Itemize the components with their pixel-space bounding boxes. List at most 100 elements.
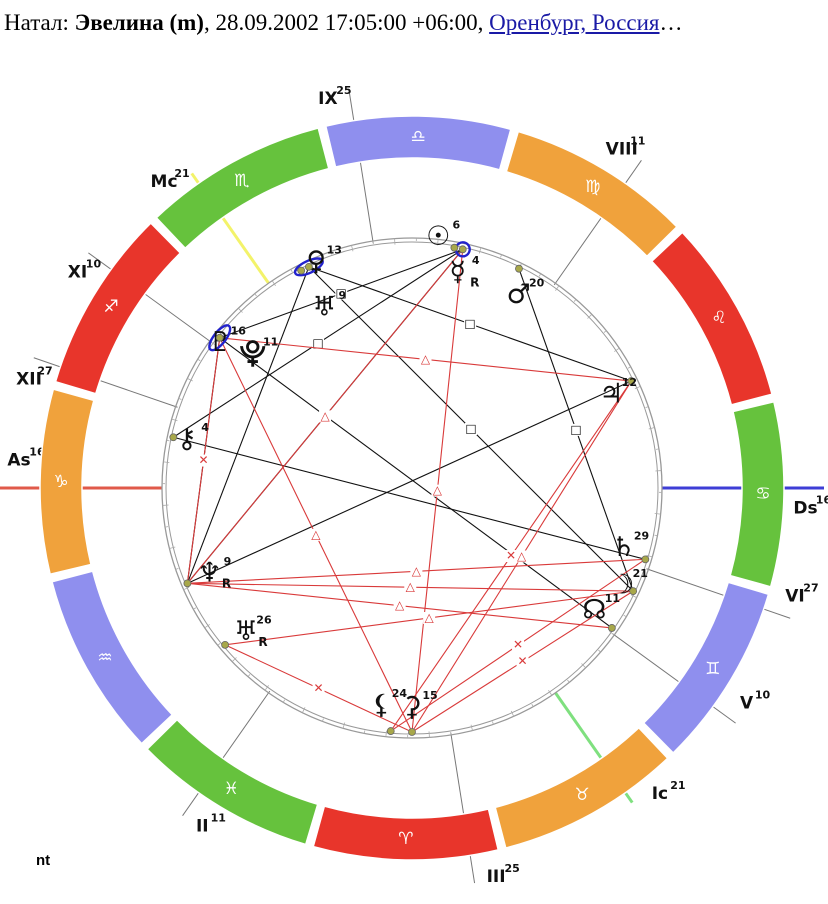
sign-segment-scorpio — [155, 127, 330, 250]
planet-dot-mars — [515, 264, 523, 273]
planet-dot-neptune-house — [304, 262, 313, 271]
aspect-glyph-bg — [431, 484, 444, 497]
degree-tick — [264, 685, 269, 691]
planet-glyph-venus: ♀ — [306, 246, 326, 277]
degree-tick — [363, 730, 366, 734]
house-cusp-II — [182, 690, 271, 816]
inner-circle-inner — [165, 241, 659, 735]
aspect-glyph-lilith-saturn: ✕ — [513, 638, 523, 652]
house-label-VIII: VIII — [606, 140, 638, 160]
planet-glyph-uranus: ♅ — [234, 616, 258, 647]
degree-tick — [623, 614, 627, 618]
degree-tick — [567, 679, 570, 683]
aspect-line-neptune-uranus-oval — [186, 266, 310, 584]
house-cusp-XII — [33, 357, 178, 408]
degree-tick — [642, 576, 646, 578]
degree-tick — [193, 607, 197, 610]
sign-segment-pisces — [146, 718, 319, 846]
aspect-glyph-bg — [515, 550, 528, 563]
planet-dot-jupiter — [627, 377, 636, 385]
degree-tick — [171, 418, 178, 422]
degree-tick — [197, 358, 201, 362]
sign-segment-aries — [312, 805, 500, 861]
degree-tick — [603, 330, 607, 333]
sign-segment-aquarius — [51, 570, 174, 745]
degree-tick — [581, 663, 586, 669]
aspect-glyph-bg — [419, 353, 432, 366]
planet-glyph-sun: ☉ — [426, 221, 450, 252]
aspect-glyph-uranus-ceres: ✕ — [314, 681, 324, 695]
axis-label-ds: Ds — [793, 499, 817, 519]
planet-glyph-mars: ♂ — [507, 279, 531, 310]
planet-dot-venus — [297, 266, 306, 275]
planet-dot-lilith — [386, 727, 395, 735]
degree-tick — [342, 722, 346, 729]
house-label-IX: IX — [318, 89, 337, 109]
degree-tick — [330, 251, 332, 255]
degree-tick — [548, 690, 553, 696]
sign-glyph-taurus: ♉ — [575, 785, 590, 805]
planet-degree-neptune-house: 9 — [338, 289, 346, 302]
aspect-glyph-uranus-moon: △ — [424, 610, 434, 624]
aspect-glyph-bg — [335, 287, 348, 300]
house-degree-II: 11 — [211, 811, 226, 824]
aspect-glyph-bg — [516, 655, 529, 668]
planet-glyph-pluto: ♇ — [208, 327, 232, 358]
aspect-glyph-neptune-saturn: △ — [412, 564, 422, 578]
degree-tick — [634, 385, 641, 390]
location-link[interactable]: Оренбург, Россия — [489, 10, 660, 35]
aspect-glyph-bg — [319, 410, 332, 423]
sign-segment-virgo — [505, 130, 678, 258]
degree-tick — [385, 730, 387, 737]
sign-glyph-libra: ♎ — [411, 127, 426, 147]
degree-tick — [654, 513, 661, 515]
axis-degree-ds: 16 — [816, 494, 828, 507]
aspect-line-pluto-node — [219, 337, 613, 629]
sign-segment-capricorn — [39, 388, 95, 576]
house-degree-XI: 10 — [86, 257, 102, 270]
planet-degree-mars: 20 — [529, 277, 545, 290]
aspect-glyph-jupiter-lilith: ✕ — [506, 549, 516, 563]
sign-glyph-pisces: ♓ — [224, 779, 239, 799]
house-cusp-III — [450, 732, 476, 884]
house-degree-XII: 27 — [37, 365, 52, 378]
planet-glyph-ceres: ⚳ — [402, 692, 422, 723]
degree-tick — [238, 307, 243, 313]
sign-segment-libra — [324, 115, 512, 171]
planet-glyph-chiron: ⚷ — [177, 424, 197, 455]
aspect-glyph-chiron-mercury: □ — [312, 336, 323, 350]
aspect-glyph-mercury-neptune: △ — [320, 409, 330, 423]
planet-retro-neptune: R — [222, 576, 231, 590]
aspect-glyph-pluto-neptune: ✕ — [199, 453, 209, 467]
aspect-glyph-bg — [512, 639, 525, 652]
house-degree-VIII: 11 — [630, 135, 645, 148]
degree-tick — [587, 314, 593, 319]
house-degree-III: 25 — [504, 862, 519, 875]
house-degree-VI: 27 — [803, 581, 818, 594]
planet-retro-mercury: R — [470, 275, 479, 289]
degree-tick — [510, 710, 515, 717]
header-prefix: Натал: — [4, 10, 69, 35]
degree-tick — [470, 724, 473, 731]
axis-degree-mc: 21 — [174, 167, 189, 180]
degree-tick — [598, 649, 601, 653]
planet-degree-pluto-asteroid: 11 — [263, 335, 278, 348]
house-cusp-VIII — [553, 160, 642, 286]
aspect-glyph-bg — [404, 581, 417, 594]
sign-segment-gemini — [642, 581, 770, 754]
aspect-lines: □□□□□□△△✕△△△✕△△△△✕✕✕ — [173, 248, 646, 733]
degree-tick — [538, 273, 542, 277]
aspect-glyph-bg — [312, 682, 325, 695]
planet-degree-pluto: 16 — [231, 325, 247, 338]
aspect-glyph-bg — [312, 337, 325, 350]
house-label-III: III — [487, 867, 506, 887]
house-cusp-V — [612, 633, 736, 724]
planet-glyph-pluto-asteroid: ⯓ — [239, 338, 265, 369]
aspect-glyph-bg — [423, 611, 436, 624]
degree-tick — [351, 245, 354, 252]
degree-tick — [166, 439, 170, 442]
inner-circle — [161, 237, 663, 739]
planet-retro-uranus: R — [258, 635, 267, 649]
header-ellipsis: … — [659, 10, 683, 35]
